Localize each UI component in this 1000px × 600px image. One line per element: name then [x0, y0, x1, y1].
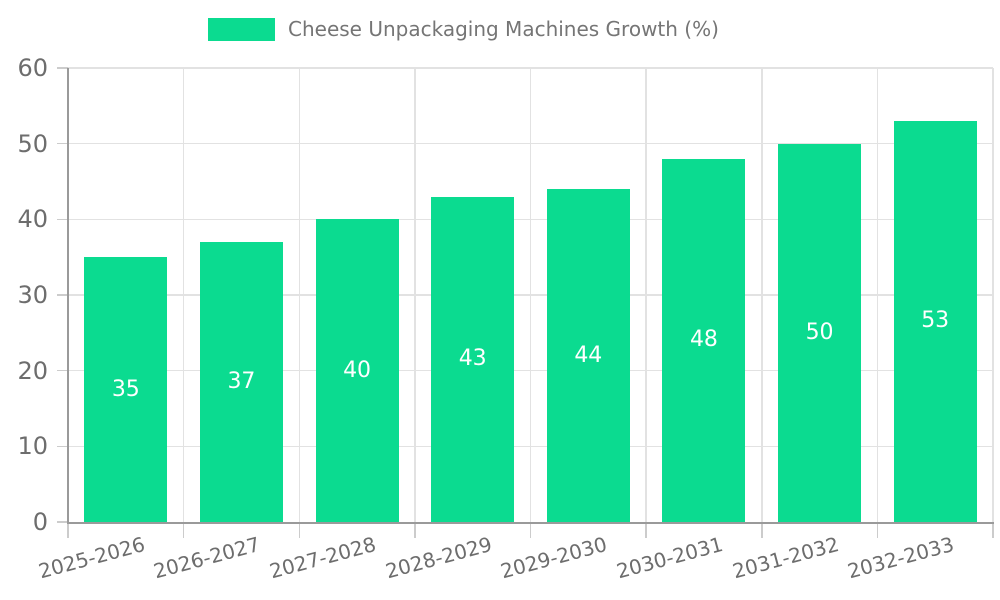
x-axis-tick	[645, 523, 647, 538]
gridline-vertical	[761, 68, 763, 522]
bar[interactable]	[547, 189, 630, 522]
gridline-vertical	[298, 68, 300, 522]
legend-item[interactable]: Cheese Unpackaging Machines Growth (%)	[208, 16, 719, 42]
bar-value-label: 50	[805, 319, 834, 345]
bar[interactable]	[778, 143, 861, 522]
bar[interactable]	[662, 158, 745, 522]
bar-value-label: 48	[689, 327, 718, 353]
x-axis-tick	[414, 523, 416, 538]
y-axis-label: 30	[17, 281, 48, 309]
gridline-vertical	[414, 68, 416, 522]
bar[interactable]	[431, 196, 514, 522]
legend-swatch-icon	[208, 17, 275, 41]
y-axis-line	[66, 68, 69, 524]
y-axis-label: 0	[32, 508, 48, 536]
x-axis-tick	[298, 523, 300, 538]
bar[interactable]	[316, 219, 399, 522]
x-axis-tick	[761, 523, 763, 538]
bar[interactable]	[84, 257, 167, 522]
y-axis-label: 50	[17, 129, 48, 158]
y-axis-label: 40	[17, 205, 48, 234]
bar-value-label: 37	[227, 369, 256, 395]
x-axis-tick	[182, 523, 185, 538]
x-axis-tick	[67, 523, 69, 538]
bar[interactable]	[894, 120, 977, 522]
y-axis-tick	[57, 67, 68, 69]
legend: Cheese Unpackaging Machines Growth (%)	[208, 16, 719, 42]
gridline-vertical	[645, 68, 647, 522]
x-axis-tick	[876, 523, 879, 538]
y-axis-tick	[57, 369, 68, 372]
y-axis-tick	[57, 445, 68, 448]
gridline-vertical	[182, 68, 185, 522]
bar-value-label: 43	[458, 346, 487, 372]
bar[interactable]	[200, 242, 283, 522]
y-axis-label: 10	[17, 432, 48, 461]
y-axis-tick	[57, 142, 68, 145]
bar-value-label: 44	[574, 342, 603, 368]
y-axis-label: 60	[17, 54, 48, 82]
x-axis-tick	[992, 523, 994, 538]
y-axis-tick	[57, 294, 68, 296]
gridline-vertical	[529, 68, 532, 522]
bar-value-label: 35	[111, 376, 140, 402]
bar-value-label: 40	[343, 357, 372, 383]
bar-value-label: 53	[921, 308, 950, 334]
y-axis-tick	[57, 521, 68, 523]
x-axis-line	[66, 521, 994, 524]
x-axis-tick	[529, 523, 532, 538]
y-axis-label: 20	[17, 356, 48, 385]
y-axis-tick	[57, 218, 68, 221]
legend-label: Cheese Unpackaging Machines Growth (%)	[288, 17, 719, 41]
gridline-vertical	[992, 68, 994, 522]
gridline-vertical	[876, 68, 879, 522]
